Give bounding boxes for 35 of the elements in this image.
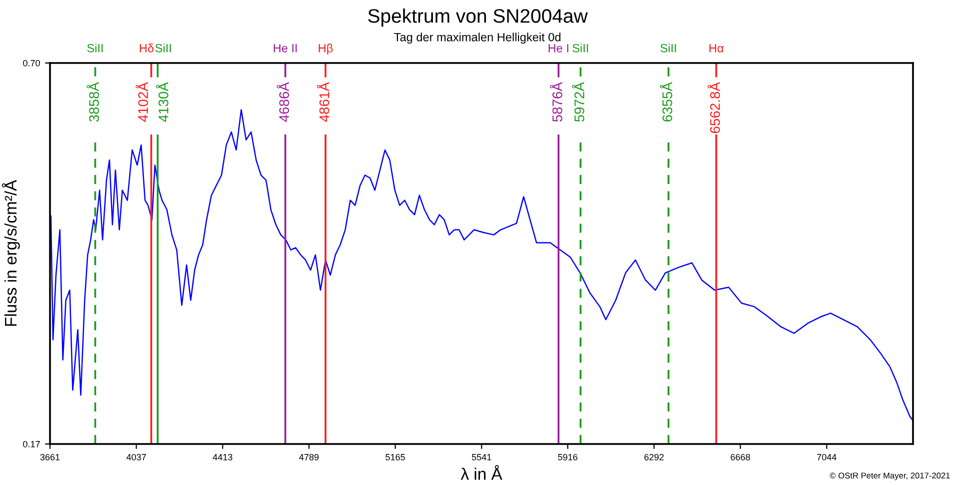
x-tick-label: 4037: [126, 454, 146, 460]
ref-line-label: 4102Å: [136, 82, 148, 122]
ref-line-label: 5972Å: [572, 82, 584, 122]
y-tick-label: 0.70: [23, 60, 40, 66]
ref-line-label: 3858Å: [86, 82, 99, 122]
text: © OStR Peter Mayer, 2017-2021: [830, 472, 950, 480]
text: He I: [548, 44, 568, 52]
ref-line-label: 5876Å: [550, 82, 562, 122]
ref-line-label: 4686Å: [276, 82, 290, 122]
text: Hα: [709, 44, 724, 52]
ref-line-label: 6562.8Å: [708, 82, 720, 134]
x-tick-label: 4789: [299, 454, 319, 460]
text: Hβ: [318, 44, 333, 55]
text: Hδ: [140, 44, 154, 52]
ref-line-label: 4130Å: [156, 82, 168, 122]
chart-subtitle: Tag der maximalen Helligkeit 0d: [394, 32, 560, 44]
text: He II: [274, 44, 297, 52]
text: SiII: [660, 44, 676, 52]
chart-title: Spektrum von SN2004aw: [368, 8, 588, 27]
x-axis-title: λ in Å: [460, 465, 502, 480]
x-tick-label: 3661: [40, 454, 60, 460]
x-tick-label: 5165: [386, 454, 405, 460]
y-tick-label: 0.17: [23, 440, 40, 448]
x-tick-label: 4413: [212, 454, 232, 460]
x-tick-label: 5916: [558, 454, 578, 460]
y-axis-title: Fluss in erg/s/cm²/Å: [2, 180, 20, 326]
x-tick-label: 6292: [644, 454, 664, 460]
text: SiII: [572, 44, 588, 52]
ref-line-label: 6355Å: [660, 82, 672, 122]
x-tick-label: 6668: [730, 454, 750, 460]
x-tick-label: 5541: [472, 454, 492, 460]
text: SiII: [155, 44, 171, 52]
text: SiII: [87, 44, 103, 52]
ref-line-label: 4861Å: [316, 82, 330, 122]
x-tick-label: 7044: [817, 454, 836, 460]
